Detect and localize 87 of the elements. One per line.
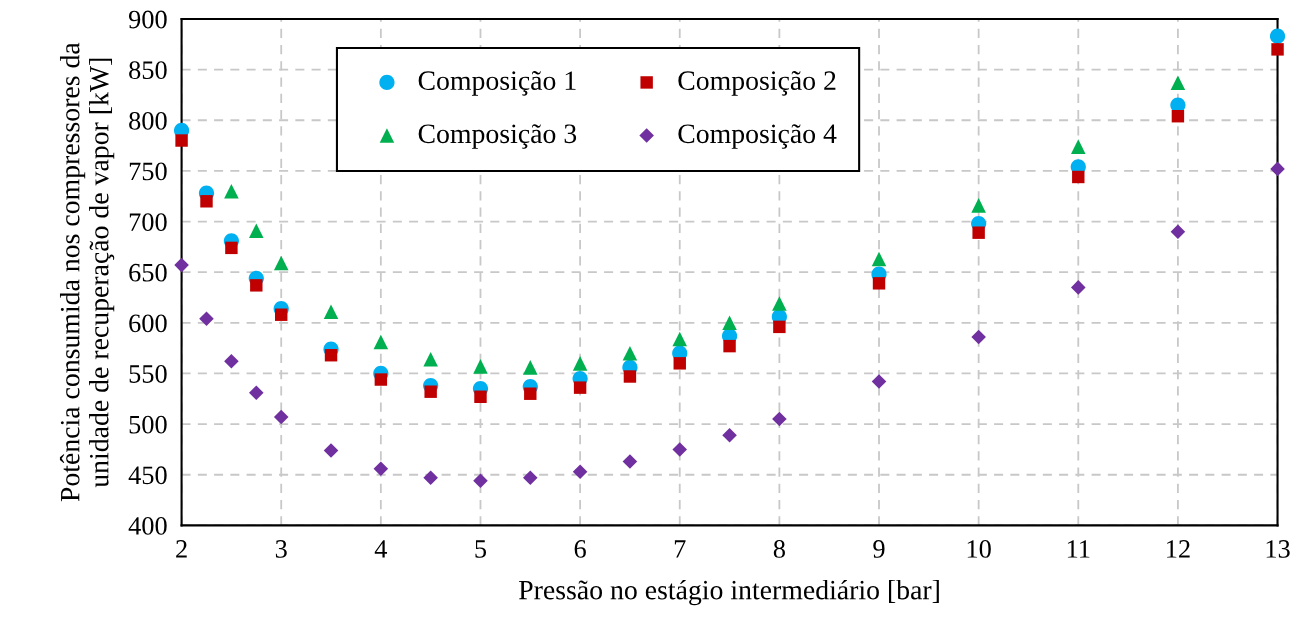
- point: [424, 385, 437, 398]
- point: [972, 226, 985, 239]
- x-tick-label: 2: [176, 540, 187, 558]
- point: [1170, 75, 1186, 91]
- legend-label: Composição 1: [418, 71, 576, 96]
- point: [423, 352, 438, 367]
- point: [723, 339, 736, 353]
- x-tick-label: 10: [967, 540, 991, 558]
- point: [224, 183, 239, 199]
- x-tick-label: 13: [1266, 540, 1290, 558]
- point: [523, 470, 538, 486]
- point: [572, 464, 588, 479]
- point: [623, 370, 637, 383]
- point: [971, 198, 986, 213]
- point: [373, 461, 389, 476]
- point: [275, 308, 288, 321]
- point: [722, 315, 737, 331]
- x-tick-label: 8: [773, 540, 785, 558]
- legend-label: Composição 2: [678, 71, 836, 96]
- legend-label: Composição 3: [418, 124, 577, 149]
- point: [773, 320, 786, 334]
- point: [1072, 170, 1085, 184]
- point: [1271, 43, 1284, 56]
- point: [1270, 161, 1285, 177]
- point: [572, 356, 588, 371]
- y-tick-label: 900: [128, 10, 167, 29]
- point: [772, 411, 787, 427]
- point: [722, 427, 737, 443]
- point: [871, 251, 887, 267]
- x-tick-label: 12: [1167, 540, 1190, 558]
- point: [1071, 139, 1086, 154]
- x-tick-label: 5: [475, 540, 487, 558]
- point: [1170, 224, 1186, 239]
- point: [1071, 280, 1086, 295]
- point: [175, 134, 188, 147]
- point: [199, 311, 214, 327]
- point: [273, 255, 289, 271]
- y-axis-title: Potência consumida nos compressores da unidade de recuperação de vapor [kW]: [59, 42, 115, 502]
- x-axis-title: Pressão no estágio intermediário [bar]: [519, 579, 939, 606]
- point: [174, 257, 189, 273]
- point: [249, 223, 264, 238]
- point: [672, 442, 688, 457]
- y-tick-label: 700: [129, 213, 167, 231]
- x-tick-label: 7: [674, 540, 686, 558]
- point: [523, 360, 538, 375]
- point: [473, 359, 488, 374]
- point: [573, 381, 587, 394]
- point: [225, 241, 238, 255]
- y-tick-label: 500: [129, 415, 167, 434]
- point: [423, 470, 438, 486]
- y-tick-label: 800: [129, 111, 167, 130]
- y-tick-label: 750: [129, 162, 167, 181]
- point: [224, 354, 239, 369]
- point: [473, 473, 488, 489]
- point: [622, 454, 638, 469]
- point: [673, 357, 686, 370]
- y-tick-label: 450: [128, 466, 167, 485]
- point: [1269, 28, 1286, 44]
- x-tick-label: 6: [574, 540, 586, 558]
- point: [200, 195, 213, 208]
- point: [1171, 110, 1185, 123]
- legend-label: Composição 4: [678, 124, 837, 149]
- point: [249, 385, 264, 400]
- point: [373, 334, 389, 350]
- point: [524, 387, 537, 400]
- point: [323, 304, 339, 319]
- x-tick-label: 3: [275, 540, 287, 558]
- point: [374, 373, 388, 386]
- point: [622, 345, 638, 361]
- point: [872, 277, 886, 290]
- y-tick-label: 400: [128, 517, 167, 535]
- point: [323, 443, 339, 458]
- point: [772, 296, 787, 311]
- y-tick-label: 550: [129, 365, 167, 383]
- y-tick-label: 600: [129, 314, 167, 333]
- y-tick-label: 850: [129, 61, 167, 80]
- point: [324, 349, 338, 362]
- point: [250, 279, 263, 292]
- x-tick-label: 11: [1067, 540, 1090, 558]
- point: [273, 409, 289, 425]
- point: [871, 374, 887, 389]
- point: [474, 390, 487, 403]
- point: [672, 331, 688, 347]
- x-tick-label: 9: [873, 540, 885, 558]
- x-tick-label: 4: [374, 540, 388, 558]
- point: [971, 329, 986, 345]
- y-tick-label: 650: [129, 263, 167, 282]
